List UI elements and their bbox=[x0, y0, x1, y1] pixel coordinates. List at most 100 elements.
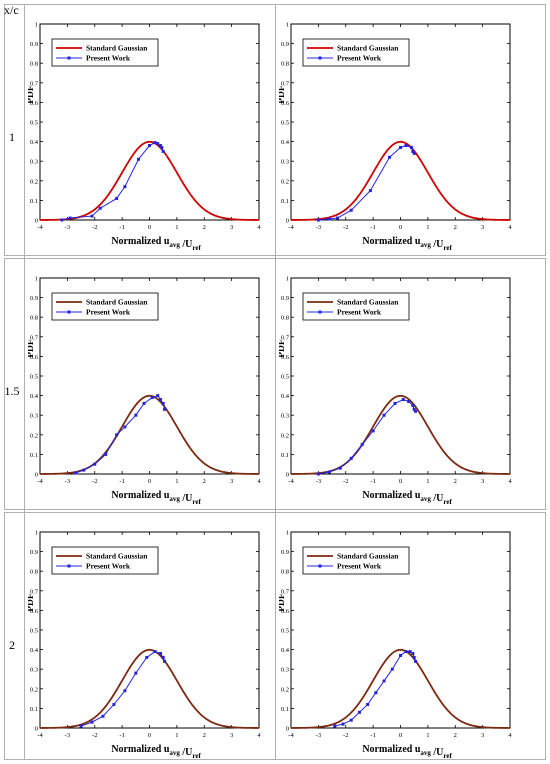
x-tick-label: 2 bbox=[454, 224, 457, 231]
x-label-subscript: ref bbox=[192, 752, 201, 760]
y-tick-label: 0 bbox=[286, 218, 289, 225]
legend-marker bbox=[67, 56, 71, 60]
y-axis-label: PDF bbox=[279, 593, 287, 612]
x-label-part: Normalized u bbox=[362, 744, 420, 755]
y-tick-label: 0.6 bbox=[281, 354, 290, 361]
legend-entry: Present Work bbox=[86, 308, 131, 317]
y-tick-label: 1 bbox=[35, 276, 38, 283]
legend-entry: Present Work bbox=[337, 54, 382, 63]
y-tick-label: 0 bbox=[286, 726, 289, 733]
x-label-subscript: avg bbox=[420, 241, 431, 249]
present-work-point bbox=[382, 413, 386, 417]
present-work-point bbox=[366, 702, 370, 706]
present-work-point bbox=[393, 401, 397, 405]
present-work-point bbox=[349, 718, 353, 722]
present-work-point bbox=[338, 466, 342, 470]
x-label-subscript: ref bbox=[192, 244, 201, 252]
y-tick-label: 0.6 bbox=[30, 100, 39, 107]
row-label-2: 1.5 bbox=[4, 384, 20, 398]
y-tick-label: 0.6 bbox=[30, 354, 39, 361]
legend-marker bbox=[318, 310, 322, 314]
y-tick-label: 0 bbox=[35, 472, 38, 479]
x-tick-label: -2 bbox=[92, 478, 97, 485]
y-tick-label: 0.2 bbox=[30, 686, 38, 693]
legend-entry: Standard Gaussian bbox=[337, 552, 399, 561]
legend-box bbox=[51, 38, 159, 67]
legend-entry: Present Work bbox=[86, 562, 131, 571]
x-label-part: Normalized u bbox=[362, 236, 420, 247]
x-label-subscript: ref bbox=[192, 498, 201, 506]
present-work-point bbox=[161, 149, 165, 153]
y-tick-label: 0.9 bbox=[30, 41, 38, 48]
legend-box bbox=[51, 546, 159, 575]
present-work-point bbox=[341, 722, 345, 726]
standard-gaussian-curve bbox=[40, 648, 259, 729]
y-tick-label: 0.3 bbox=[30, 413, 38, 420]
legend-box bbox=[302, 38, 410, 67]
y-tick-label: 0.1 bbox=[281, 452, 289, 459]
present-work-point bbox=[412, 655, 416, 659]
x-tick-label: 4 bbox=[508, 224, 512, 231]
y-tick-label: 0.1 bbox=[30, 198, 38, 205]
present-work-point bbox=[408, 650, 412, 654]
present-work-point bbox=[336, 216, 340, 220]
x-label-part: /U bbox=[180, 747, 193, 758]
x-tick-label: 4 bbox=[508, 732, 512, 739]
y-axis-label: PDF bbox=[279, 339, 287, 358]
x-label-part: /U bbox=[431, 239, 444, 250]
y-tick-label: 0.2 bbox=[281, 686, 289, 693]
present-work-line bbox=[334, 651, 417, 727]
x-tick-label: 3 bbox=[481, 478, 484, 485]
present-work-point bbox=[160, 145, 164, 149]
x-tick-label: -4 bbox=[37, 732, 43, 739]
present-work-point bbox=[374, 691, 378, 695]
present-work-line bbox=[61, 142, 164, 221]
y-tick-label: 0.5 bbox=[30, 120, 38, 127]
present-work-point bbox=[390, 667, 394, 671]
x-tick-label: 3 bbox=[230, 478, 233, 485]
present-work-point bbox=[411, 652, 415, 656]
x-label-part: /U bbox=[431, 493, 444, 504]
legend-entry: Standard Gaussian bbox=[337, 298, 399, 307]
x-label-part: Normalized u bbox=[111, 744, 169, 755]
y-tick-label: 0.6 bbox=[281, 100, 290, 107]
y-tick-label: 0.1 bbox=[281, 198, 289, 205]
legend-marker bbox=[318, 564, 322, 568]
standard-gaussian-curve bbox=[291, 648, 510, 729]
y-tick-label: 0.7 bbox=[281, 588, 290, 595]
present-work-point bbox=[82, 468, 86, 472]
x-tick-label: 0 bbox=[399, 732, 402, 739]
y-tick-label: 0.8 bbox=[30, 61, 38, 68]
present-work-point bbox=[145, 655, 149, 659]
x-axis-label: Normalized uavg /Uref bbox=[111, 744, 201, 760]
present-work-point bbox=[123, 185, 127, 189]
x-tick-label: 2 bbox=[203, 224, 206, 231]
present-work-point bbox=[123, 689, 127, 693]
legend-marker bbox=[67, 310, 71, 314]
present-work-point bbox=[101, 714, 105, 718]
x-tick-label: 1 bbox=[426, 732, 429, 739]
x-axis-label: Normalized uavg /Uref bbox=[111, 490, 201, 506]
x-tick-label: -2 bbox=[343, 732, 348, 739]
x-axis-label: Normalized uavg /Uref bbox=[111, 236, 201, 252]
present-work-line bbox=[75, 395, 166, 474]
pdf-chart-row2-left: 0 0.1 0.2 0.3 0.4 0.5 0.6 0.7 0.8 0.9 1 -4 -3 -2 -1 0 1 2… bbox=[28, 276, 261, 507]
present-work-point bbox=[115, 433, 119, 437]
x-tick-label: -4 bbox=[37, 224, 43, 231]
x-tick-label: 3 bbox=[230, 224, 233, 231]
y-tick-label: 0.8 bbox=[281, 315, 289, 322]
y-tick-label: 0.2 bbox=[30, 432, 38, 439]
present-work-point bbox=[90, 214, 94, 218]
present-work-point bbox=[349, 456, 353, 460]
y-tick-label: 0 bbox=[286, 472, 289, 479]
x-tick-label: 0 bbox=[148, 224, 151, 231]
y-tick-label: 0.2 bbox=[30, 178, 38, 185]
row-label-header: x/c bbox=[4, 3, 19, 17]
x-tick-label: 0 bbox=[399, 478, 402, 485]
present-work-point bbox=[409, 145, 413, 149]
present-work-point bbox=[156, 394, 160, 398]
x-tick-label: -1 bbox=[370, 224, 375, 231]
legend-marker bbox=[67, 564, 71, 568]
present-work-point bbox=[412, 407, 416, 411]
x-label-part: /U bbox=[180, 239, 193, 250]
